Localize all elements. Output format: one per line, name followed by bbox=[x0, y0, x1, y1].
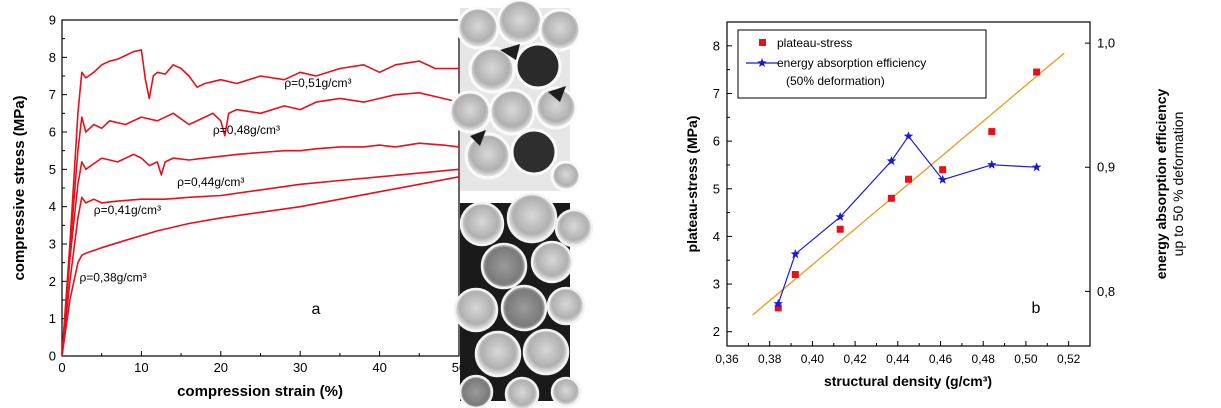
stress-strain-curve-3 bbox=[62, 142, 459, 356]
plateau-stress-point bbox=[836, 225, 844, 233]
panel-b-plot-frame bbox=[726, 21, 1091, 347]
panel-b-label: b bbox=[1032, 300, 1041, 317]
x-tick-label: 0,44 bbox=[886, 352, 910, 366]
legend-box bbox=[737, 29, 987, 99]
curve-label-1: ρ=0,51g/cm³ bbox=[284, 76, 351, 90]
x-tick-label: 0,42 bbox=[843, 352, 867, 366]
x-tick-label: 40 bbox=[372, 360, 386, 375]
plateau-stress-point bbox=[939, 166, 947, 174]
curve-label-5: ρ=0,38g/cm³ bbox=[79, 270, 146, 284]
legend-energy-label: energy absorption efficiency bbox=[777, 56, 926, 70]
x-tick-label: 0,40 bbox=[801, 352, 825, 366]
panel-b-right-y-axis-label-line2: up to 50 % deformation bbox=[1170, 112, 1186, 257]
micrograph-bottom bbox=[453, 192, 594, 408]
x-tick-label: 0,46 bbox=[929, 352, 953, 366]
plateau-stress-point bbox=[905, 175, 912, 183]
y-tick-label: 9 bbox=[49, 13, 56, 28]
legend-energy-star-marker bbox=[757, 58, 767, 67]
y-tick-label: 8 bbox=[713, 38, 720, 53]
y-tick-label: 6 bbox=[49, 125, 56, 140]
y2-tick-label: 1,0 bbox=[1097, 36, 1115, 51]
stress-strain-curve-2 bbox=[62, 92, 459, 356]
y-tick-label: 5 bbox=[713, 181, 720, 196]
y-tick-label: 1 bbox=[49, 311, 56, 326]
plateau-stress-point bbox=[774, 304, 782, 312]
panel-a-y-axis-ticks: 0 1 2 3 4 5 6 7 8 9 bbox=[49, 13, 67, 364]
y-tick-label: 7 bbox=[49, 87, 56, 102]
x-tick-label: 20 bbox=[214, 360, 228, 375]
panel-b-x-axis-ticks: 0,36 0,38 0,40 0,42 0,44 0,46 0,48 0,50 0,52 bbox=[715, 341, 1081, 366]
micrograph-top bbox=[448, 0, 582, 192]
legend-energy-label-line2: (50% deformation) bbox=[786, 74, 885, 88]
x-tick-label: 0,38 bbox=[758, 352, 782, 366]
energy-absorption-point bbox=[903, 131, 914, 141]
panel-b-left-y-axis-ticks: 2 3 4 5 6 7 8 bbox=[713, 38, 732, 339]
y-tick-label: 4 bbox=[713, 229, 720, 244]
y2-tick-label: 0,9 bbox=[1097, 160, 1115, 175]
panel-a-x-axis-ticks: 0 10 20 30 40 50 bbox=[58, 351, 466, 375]
panel-a-y-axis-label: compressive stress (MPa) bbox=[11, 95, 28, 280]
y-tick-label: 8 bbox=[49, 50, 56, 65]
panel-a-curves bbox=[62, 49, 459, 356]
stress-strain-curve-4 bbox=[62, 168, 459, 356]
panel-b-density-chart: 0,36 0,38 0,40 0,42 0,44 0,46 0,48 0,50 0,52 2 3 4… bbox=[684, 21, 1186, 389]
plateau-stress-point bbox=[988, 128, 996, 136]
energy-absorption-point bbox=[1031, 162, 1042, 172]
y-tick-label: 3 bbox=[713, 277, 720, 292]
curve-label-2: ρ=0,48g/cm³ bbox=[213, 123, 280, 137]
energy-absorption-point bbox=[773, 298, 783, 308]
x-tick-label: 0,36 bbox=[715, 352, 739, 366]
y-tick-label: 5 bbox=[49, 162, 56, 177]
y-tick-label: 4 bbox=[49, 199, 56, 214]
plateau-stress-point bbox=[1033, 68, 1041, 76]
panel-a-label: a bbox=[312, 301, 321, 318]
legend-plateau-stress-label: plateau-stress bbox=[777, 36, 852, 50]
panel-a-curve-labels: ρ=0,51g/cm³ ρ=0,48g/cm³ ρ=0,44g/cm³ ρ=0,41g… bbox=[79, 76, 351, 284]
curve-label-3: ρ=0,44g/cm³ bbox=[177, 175, 244, 189]
energy-absorption-line bbox=[777, 135, 1037, 304]
stress-strain-curve-5 bbox=[62, 176, 459, 356]
panel-b-left-y-axis-label: plateau-stress (MPa) bbox=[684, 116, 700, 253]
x-tick-label: 0,50 bbox=[1014, 352, 1038, 366]
x-tick-label: 0,52 bbox=[1057, 352, 1081, 366]
energy-absorption-point bbox=[790, 249, 801, 259]
panel-b-legend: plateau-stress energy absorption efficie… bbox=[737, 29, 987, 99]
y2-tick-label: 0,8 bbox=[1097, 284, 1115, 299]
y-tick-label: 3 bbox=[49, 237, 56, 252]
y-tick-label: 6 bbox=[713, 134, 720, 149]
x-tick-label: 0 bbox=[58, 360, 65, 375]
panel-b-x-axis-label: structural density (g/cm³) bbox=[824, 373, 992, 389]
panel-b-right-y-axis-label-line1: energy absorption efficiency bbox=[1153, 88, 1169, 279]
y-tick-label: 2 bbox=[49, 274, 56, 289]
plateau-stress-point bbox=[887, 194, 895, 202]
panel-a-x-axis-label: compression strain (%) bbox=[177, 383, 343, 400]
x-tick-label: 10 bbox=[134, 360, 148, 375]
panel-b-right-y-axis-ticks: 0,8 0,9 1,0 bbox=[1085, 36, 1115, 299]
y-tick-label: 2 bbox=[713, 324, 720, 339]
energy-absorption-point bbox=[835, 211, 845, 221]
plateau-stress-point bbox=[791, 271, 799, 279]
panel-b-series bbox=[752, 52, 1065, 316]
energy-absorption-point bbox=[987, 159, 997, 169]
x-tick-label: 0,48 bbox=[972, 352, 996, 366]
y-tick-label: 7 bbox=[713, 86, 720, 101]
y-tick-label: 0 bbox=[49, 349, 56, 364]
legend-plateau-stress-marker bbox=[759, 39, 766, 46]
plateau-stress-fit-line bbox=[752, 52, 1065, 316]
curve-label-4: ρ=0,41g/cm³ bbox=[94, 203, 161, 217]
energy-absorption-point bbox=[886, 156, 897, 166]
x-tick-label: 30 bbox=[293, 360, 307, 375]
energy-absorption-point bbox=[937, 174, 948, 184]
stress-strain-curve-1 bbox=[62, 49, 459, 356]
